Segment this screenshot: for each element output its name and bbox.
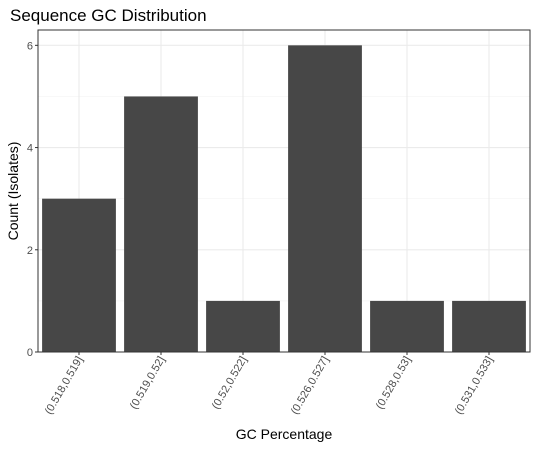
bar-2 bbox=[124, 96, 198, 352]
x-tick-label: (0.519,0.52] bbox=[128, 355, 168, 412]
x-tick-label: (0.52,0.522] bbox=[210, 355, 250, 412]
bar-4 bbox=[288, 45, 362, 352]
y-tick-label: 6 bbox=[27, 40, 33, 52]
x-tick-label: (0.528,0.53] bbox=[374, 355, 414, 412]
bar-3 bbox=[206, 300, 280, 352]
x-tick-label: (0.518,0.519] bbox=[43, 355, 86, 417]
chart-title: Sequence GC Distribution bbox=[10, 6, 207, 25]
y-tick-label: 2 bbox=[27, 245, 33, 257]
x-tick-label: (0.531,0.533] bbox=[453, 355, 496, 417]
x-axis-title: GC Percentage bbox=[236, 426, 333, 442]
y-tick-label: 4 bbox=[27, 143, 33, 155]
bar-layer bbox=[42, 45, 526, 352]
bar-6 bbox=[452, 300, 526, 352]
y-axis-title: Count (Isolates) bbox=[5, 142, 21, 241]
bar-1 bbox=[42, 198, 116, 352]
panel-border bbox=[37, 29, 531, 353]
bar-5 bbox=[370, 300, 444, 352]
x-tick-label: (0.526,0.527] bbox=[289, 355, 332, 417]
y-tick-label: 0 bbox=[27, 347, 33, 359]
